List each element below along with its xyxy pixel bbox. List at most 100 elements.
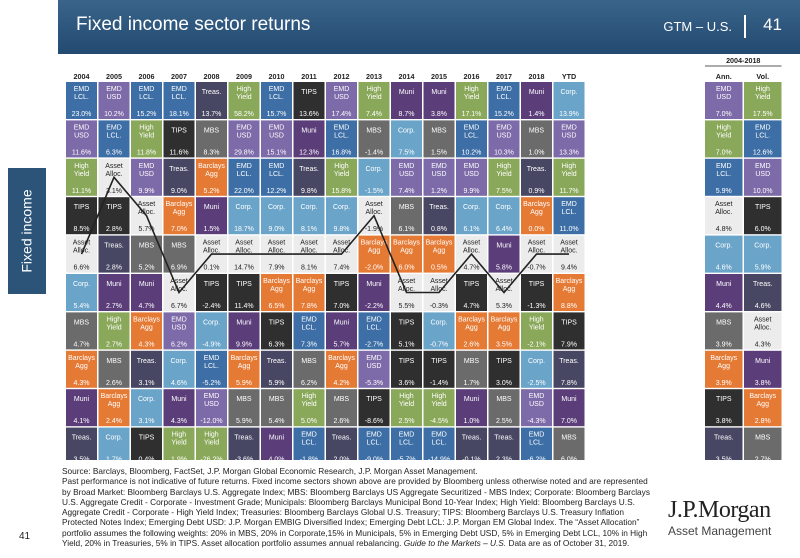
return-cell [521,82,552,119]
return-cell [391,120,422,158]
return-cell [163,158,195,196]
return-cell-label: TIPS [529,281,545,288]
return-cell-value: 6.9% [171,265,187,272]
return-cell-label-1: EMD [561,124,577,131]
return-cell-value: 0.9% [529,188,545,195]
return-cell-value: -0.7% [527,265,545,272]
return-cell-label-2: LCL. [269,94,284,101]
return-cell-value: -0.1% [462,457,480,460]
return-cell-value: 6.3% [269,341,285,348]
return-cell-label-1: High [334,163,349,170]
return-cell [196,82,227,119]
return-cell-label-1: High [562,163,577,170]
return-cell-value: 5.7% [334,341,350,348]
return-cell [131,389,162,427]
summary-cell-label-2: Agg [757,401,770,408]
return-cell-label: TIPS [496,358,512,365]
return-cell-label-2: Yield [139,132,154,139]
return-cell-label: TIPS [399,358,415,365]
summary-cell-label-1: Barclays [710,355,737,362]
return-cell-label-1: EMD [171,86,187,93]
return-cell-label: MBS [204,127,220,134]
summary-cell [705,389,743,427]
return-cell [358,389,390,427]
return-cell-value: 6.0% [399,265,415,272]
year-column-header: 2018 [529,72,545,81]
summary-cell-value: 4.6% [716,265,732,272]
return-cell-value: 7.8% [301,303,317,310]
return-cell [423,312,455,350]
summary-cell [744,197,782,235]
return-cell [521,158,552,196]
return-cell-label-1: EMD [399,163,415,170]
return-cell [131,274,162,311]
return-cell [456,389,487,427]
summary-cell-value: 3.8% [755,380,771,387]
return-cell [293,82,325,119]
summary-cell-value: 5.9% [755,265,771,272]
summary-cell [705,158,743,196]
return-cell-value: 13.7% [202,111,222,118]
summary-cell-label-2: LCL. [716,171,731,178]
return-cell-label: TIPS [561,319,577,326]
return-cell [488,235,520,273]
return-cell [163,389,195,427]
return-cell [423,82,455,119]
return-cell-label-2: Alloc. [560,248,577,255]
summary-cell [705,350,743,388]
return-cell [326,82,357,119]
return-cell [98,427,130,460]
return-cell [423,120,455,158]
return-cell [66,427,97,460]
return-cell [521,120,552,158]
return-cell-label: TIPS [139,435,155,442]
return-cell-value: 5.2% [139,265,155,272]
return-cell-label-1: EMD [139,163,155,170]
return-cell-value: 4.3% [74,380,90,387]
return-cell-value: 0.5% [431,265,447,272]
return-cell [326,350,357,388]
year-column-header: 2006 [139,72,155,81]
return-cell-value: 58.2% [234,111,254,118]
summary-cell-label: Corp. [754,243,771,250]
return-cell-value: -1.4% [365,149,383,156]
return-cell-value: 4.3% [171,418,187,425]
summary-cell-label-1: EMD [755,124,771,131]
return-cell-value: 11.6% [169,149,188,156]
return-cell-label-1: EMD [171,316,187,323]
return-cell-value: 18.1% [169,111,189,118]
return-cell [261,312,292,350]
return-cell-label: Treas. [527,166,547,173]
section-side-tab[interactable] [8,168,46,294]
return-cell [228,350,260,388]
return-cell [131,82,162,119]
return-cell-label: Corp. [170,358,187,365]
year-column-header: 2016 [464,72,480,81]
return-cell-value: 2.6% [334,418,350,425]
return-cell-label: MBS [464,358,480,365]
return-cell [261,120,292,158]
header-page-number: 41 [763,15,782,34]
year-column-header: 2015 [431,72,447,81]
return-cell-label-2: Alloc. [463,248,480,255]
return-cell [358,312,390,350]
return-cell-value: 2.7% [106,303,122,310]
year-column-header: 2010 [269,72,285,81]
return-cell-label-2: USD [237,132,252,139]
return-cell-label-2: LCL. [529,440,544,447]
return-cell-label-1: EMD [529,393,545,400]
return-cell-label: Muni [236,319,252,326]
return-cell-label-2: Yield [334,171,349,178]
return-cell-label-2: LCL. [172,94,187,101]
footer-page-number: 41 [19,531,31,542]
return-cell [98,389,130,427]
return-cell [456,312,487,350]
return-cell-label-1: EMD [366,432,382,439]
return-cell-label-2: LCL. [334,132,349,139]
return-cell-label: Treas. [429,204,449,211]
return-cell-label-1: EMD [431,432,447,439]
return-cell-label-1: High [107,316,122,323]
return-cell [163,427,195,460]
return-cell-label-2: LCL. [432,440,447,447]
return-cell-label-2: USD [562,132,577,139]
